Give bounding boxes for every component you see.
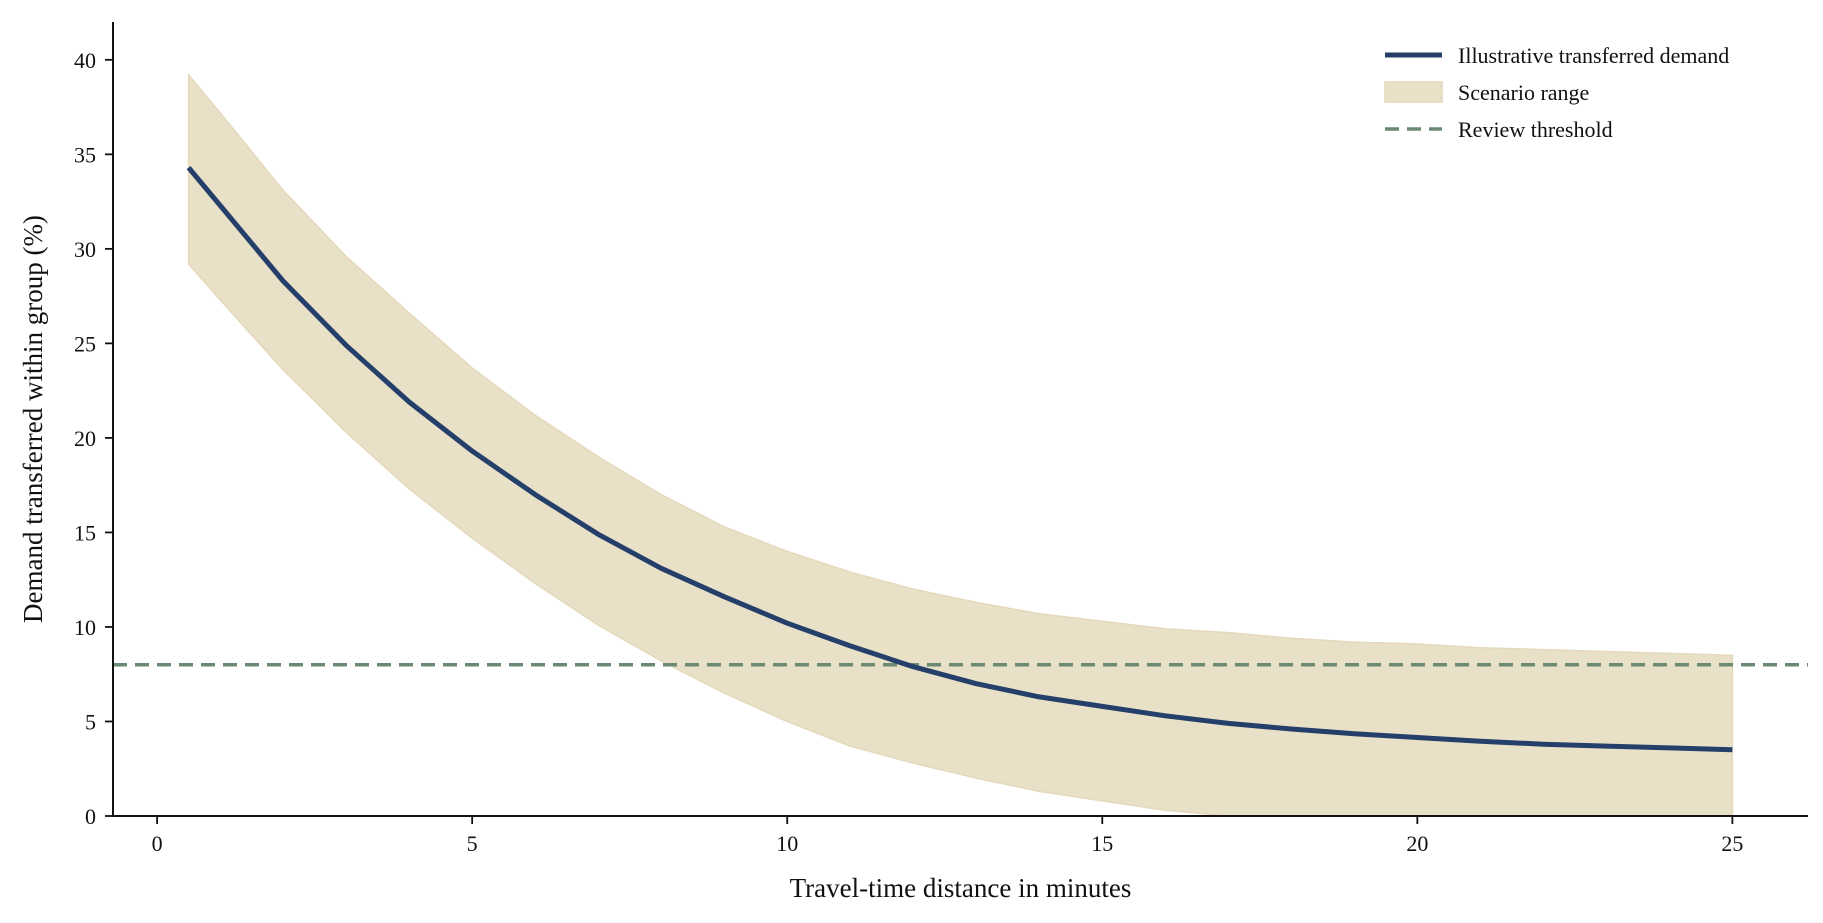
y-tick-label: 35 (74, 142, 96, 167)
x-tick-label: 5 (467, 831, 478, 856)
x-tick-label: 25 (1721, 831, 1743, 856)
legend-label-threshold: Review threshold (1458, 117, 1613, 142)
y-tick-label: 25 (74, 331, 96, 356)
y-axis-label: Demand transferred within group (%) (18, 215, 48, 623)
plot-area (113, 72, 1808, 817)
y-tick-label: 5 (85, 709, 96, 734)
x-tick-label: 15 (1091, 831, 1113, 856)
y-tick-label: 40 (74, 48, 96, 73)
y-ticks: 0 5 10 15 20 25 30 35 40 (74, 48, 113, 829)
transferred-demand-line (186, 165, 1733, 753)
legend: Illustrative transferred demand Scenario… (1384, 43, 1729, 142)
legend-label-line: Illustrative transferred demand (1458, 43, 1729, 68)
axes: 0 5 10 15 20 25 0 5 10 15 20 25 30 35 40 Travel-time … (18, 22, 1808, 903)
x-tick-label: 10 (776, 831, 798, 856)
y-tick-label: 20 (74, 426, 96, 451)
legend-label-band: Scenario range (1458, 80, 1589, 105)
x-axis-label: Travel-time distance in minutes (790, 873, 1132, 903)
y-tick-label: 15 (74, 520, 96, 545)
x-tick-label: 20 (1406, 831, 1428, 856)
y-tick-label: 0 (85, 804, 96, 829)
scenario-range-band (187, 72, 1734, 817)
legend-swatch-band (1384, 81, 1443, 103)
x-tick-label: 0 (152, 831, 163, 856)
y-tick-label: 30 (74, 237, 96, 262)
x-ticks: 0 5 10 15 20 25 (152, 816, 1743, 856)
y-tick-label: 10 (74, 615, 96, 640)
